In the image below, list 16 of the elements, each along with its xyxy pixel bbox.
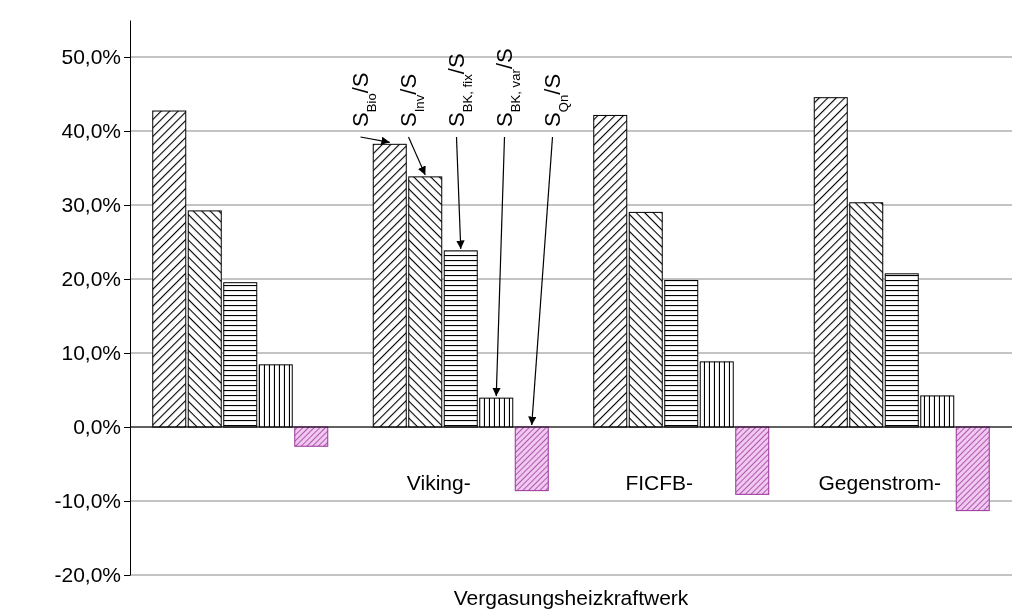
y-tick-label: 30,0% <box>61 193 121 217</box>
y-tick-label: -10,0% <box>54 489 121 513</box>
bar <box>294 426 329 447</box>
x-tick-label: Viking- <box>406 471 471 494</box>
y-tick-label: 0,0% <box>73 415 121 439</box>
y-tick-label: 10,0% <box>61 341 121 365</box>
bar <box>735 426 770 495</box>
x-axis-title: Vergasungsheizkraftwerk <box>453 586 689 609</box>
y-tick-label: 50,0% <box>61 45 121 69</box>
x-tick-label: Gegenstrom- <box>818 471 942 494</box>
bar <box>514 426 549 492</box>
bar <box>955 426 990 512</box>
y-tick-label: 20,0% <box>61 267 121 291</box>
y-tick-label: 40,0% <box>61 119 121 143</box>
x-tick-label: FICFB- <box>625 471 694 494</box>
y-tick-label: -20,0% <box>54 563 121 587</box>
